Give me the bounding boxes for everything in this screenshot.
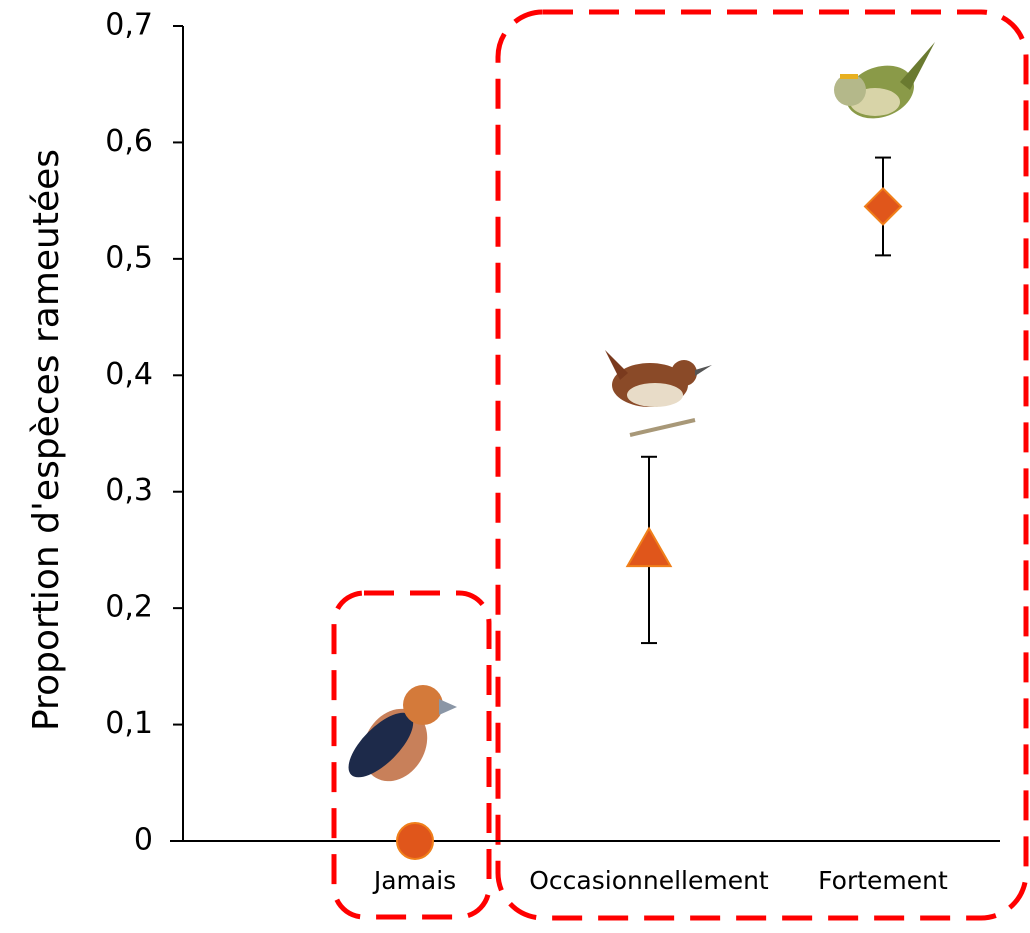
- y-tick-label: 0,5: [105, 240, 153, 275]
- y-tick-label: 0,6: [105, 124, 153, 159]
- marker: [863, 187, 903, 226]
- group-box: [495, 9, 1029, 921]
- x-tick-label: Occasionnellement: [529, 866, 769, 895]
- y-tick-label: 0,7: [105, 8, 153, 43]
- y-tick-label: 0,1: [105, 706, 153, 741]
- bird-wren: [605, 350, 712, 437]
- y-axis-label: Proportion d'espèces rameutées: [26, 149, 67, 731]
- y-tick-label: 0,3: [105, 473, 153, 508]
- marker: [396, 822, 434, 860]
- x-tick-label: Fortement: [818, 866, 948, 895]
- bird-goldcrest: [834, 42, 935, 119]
- x-tick-label: Jamais: [372, 866, 456, 895]
- marker: [625, 526, 673, 568]
- y-tick-label: 0: [134, 823, 153, 858]
- group-box: [331, 590, 492, 920]
- y-tick-label: 0,4: [105, 357, 153, 392]
- bird-hawfinch: [348, 685, 457, 782]
- y-tick-label: 0,2: [105, 590, 153, 625]
